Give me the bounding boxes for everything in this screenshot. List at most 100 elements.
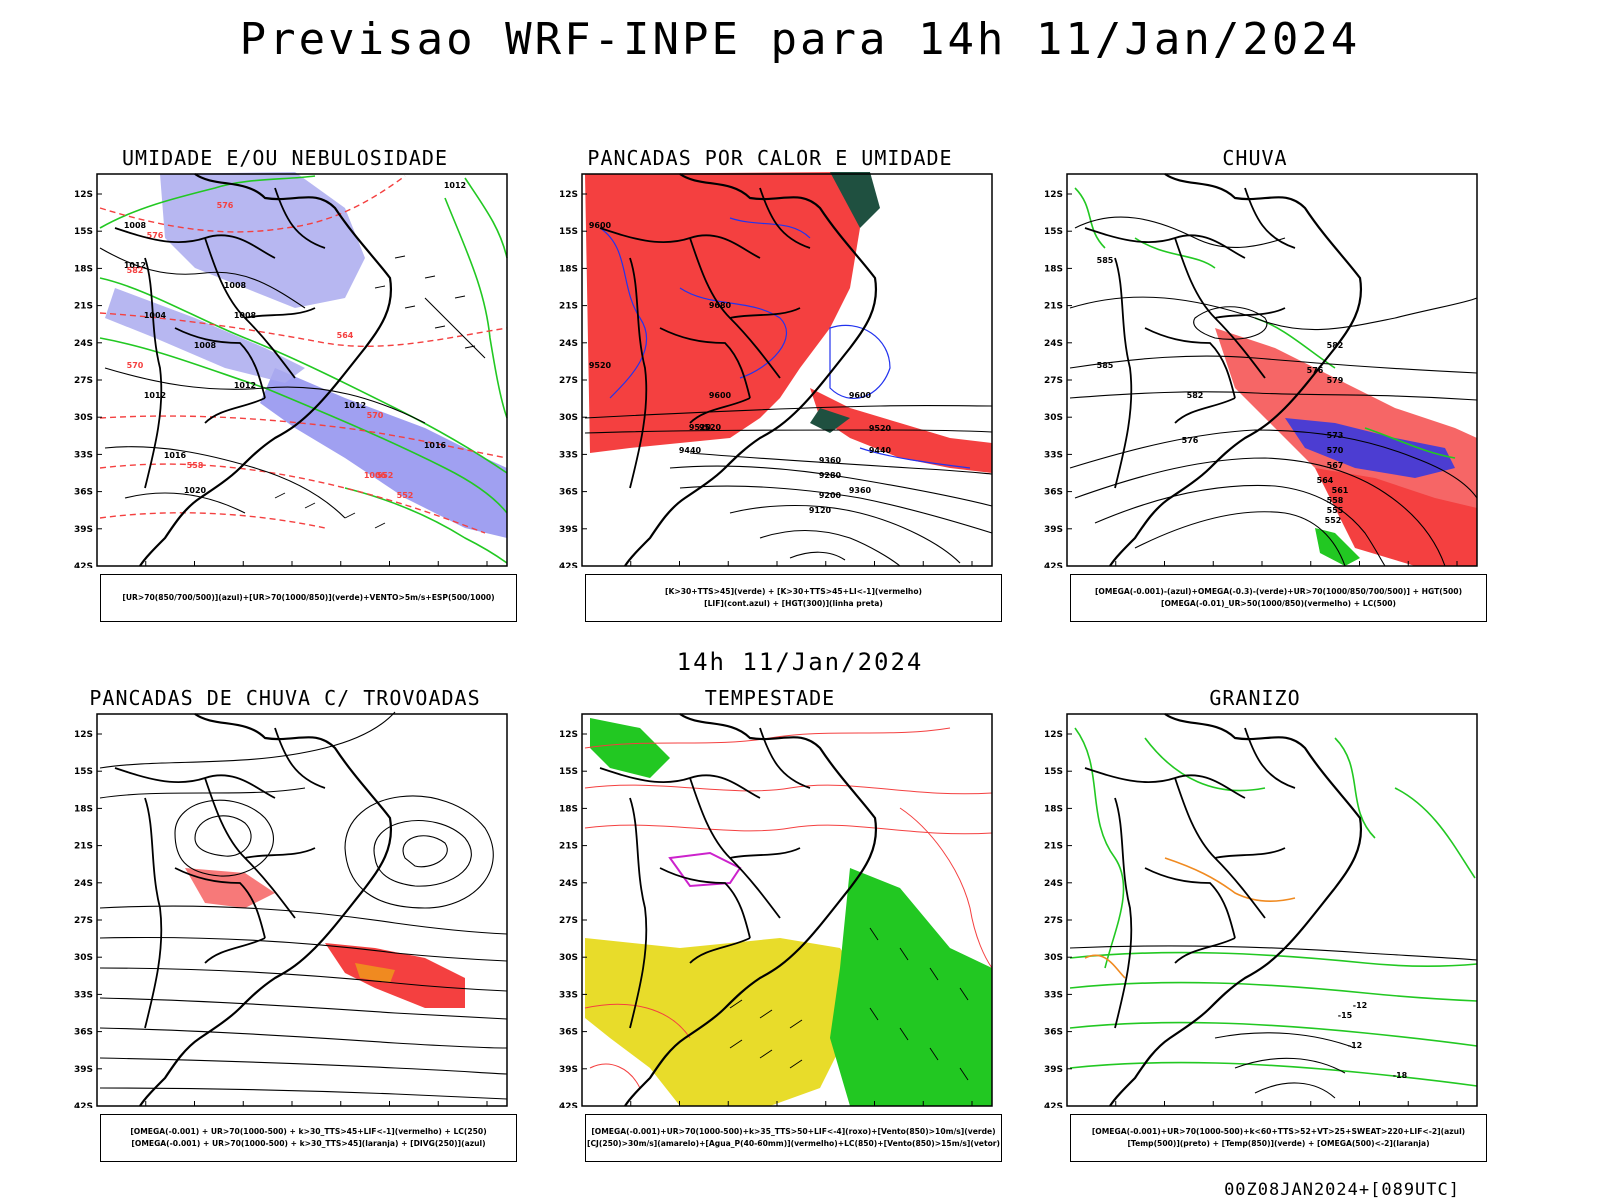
legend-line: [UR>70(850/700/500)](azul)+[UR>70(1000/8…	[122, 593, 495, 602]
contour-label: 9120	[809, 506, 832, 515]
country-border	[1214, 307, 1286, 319]
country-border	[174, 867, 266, 939]
contour-label: 570	[367, 411, 384, 420]
panel-umidade: UMIDADE E/OU NEBULOSIDADE	[45, 146, 525, 626]
contour-label: 576	[1307, 366, 1324, 375]
lat-tick-label: 18S	[1044, 264, 1063, 274]
country-border	[759, 187, 811, 249]
lat-tick-label: 30S	[559, 413, 578, 423]
legend-line: [OMEGA(-0.001)-(azul)+OMEGA(-0.3)-(verde…	[1094, 587, 1463, 596]
country-border	[144, 797, 163, 1029]
contour-label: -12	[1348, 1041, 1362, 1050]
contour-label: 9440	[869, 446, 892, 455]
lat-tick-label: 21S	[74, 302, 93, 312]
yellow-jet-area	[585, 938, 860, 1106]
contour-label: 1016	[164, 451, 187, 460]
map-granizo: -12 -12 -18 -15 12S 15S 18S 21S 24S 27S 30S 33S 36S…	[1044, 713, 1478, 1108]
lat-tick-label: 12S	[74, 190, 93, 200]
main-title: Previsao WRF-INPE para 14h 11/Jan/2024	[239, 14, 1361, 65]
country-border	[689, 937, 751, 964]
contour-label: 9520	[589, 361, 612, 370]
lat-tick-label: 27S	[1044, 376, 1063, 386]
country-border	[689, 397, 751, 424]
legend-line: [CJ(250)>30m/s](amarelo)+[Agua_P(40-60mm…	[586, 1139, 1001, 1148]
country-border	[274, 187, 326, 249]
lat-tick-label: 39S	[1044, 1065, 1063, 1075]
lat-tick-label: 39S	[559, 525, 578, 535]
blue-humidity-area	[160, 172, 365, 308]
map-frame	[581, 173, 993, 567]
contour-label: 576	[1182, 436, 1199, 445]
contour-label: 582	[1187, 391, 1204, 400]
country-border	[1244, 187, 1296, 249]
lat-tick-label: 12S	[1044, 730, 1063, 740]
contour-label: 1020	[184, 486, 207, 495]
map-pancadas-calor: 9600952096809600952094409360928092009120…	[559, 172, 993, 568]
lat-tick-label: 18S	[559, 264, 578, 274]
contour-label: 9600	[849, 391, 872, 400]
country-border	[1114, 257, 1133, 489]
contour-label: 9360	[849, 486, 872, 495]
contour-label: 582	[1327, 341, 1344, 350]
country-border	[629, 797, 648, 1029]
country-border	[689, 237, 781, 379]
coastline	[139, 173, 393, 567]
country-border	[659, 867, 751, 939]
green-wind-nw	[590, 718, 670, 778]
lat-tick-label: 24S	[1044, 339, 1063, 349]
purple-storm	[668, 851, 742, 888]
country-border	[1174, 777, 1266, 919]
contour-label: 552	[377, 471, 394, 480]
contour-label: 9360	[819, 456, 842, 465]
country-border	[659, 327, 751, 399]
contour-label: 1008	[224, 281, 247, 290]
middle-title: 14h 11/Jan/2024	[676, 648, 924, 676]
lat-tick-label: 15S	[1044, 227, 1063, 237]
contour-label: 564	[337, 331, 354, 340]
lat-tick-label: 30S	[74, 413, 93, 423]
lat-tick-label: 33S	[559, 990, 578, 1000]
country-border	[689, 777, 781, 919]
panel-chuva: CHUVA 585 585 582 582 579 576 576 573 570 567 564 5…	[1015, 146, 1495, 626]
contour-label: 9600	[709, 391, 732, 400]
legend-line: [OMEGA(-0.01)_UR>50(1000/850)(vermelho) …	[1161, 599, 1396, 608]
contour-label: 552	[1325, 516, 1342, 525]
lat-tick-label: 42S	[1044, 562, 1063, 568]
country-border	[1084, 227, 1246, 259]
lat-tick-label: 33S	[559, 450, 578, 460]
country-border	[204, 397, 266, 424]
lat-tick-label: 18S	[559, 804, 578, 814]
lat-tick-label: 24S	[74, 879, 93, 889]
contour-label: 9600	[589, 221, 612, 230]
dark-green-area	[830, 172, 880, 228]
country-border	[759, 727, 811, 789]
lat-tick-label: 24S	[1044, 879, 1063, 889]
lat-tick-label: 42S	[559, 1102, 578, 1108]
lat-tick-label: 30S	[559, 953, 578, 963]
lat-tick-label: 27S	[74, 376, 93, 386]
contour-label: 561	[1332, 486, 1349, 495]
panel-trovoadas: PANCADAS DE CHUVA C/ TROVOADAS 12S 15S 18S…	[45, 686, 525, 1166]
lat-tick-label: 21S	[1044, 842, 1063, 852]
lat-tick-label: 33S	[1044, 990, 1063, 1000]
map-frame	[96, 713, 508, 1107]
lat-tick-label: 18S	[74, 264, 93, 274]
lat-tick-label: 21S	[559, 842, 578, 852]
contour-label: 9440	[679, 446, 702, 455]
lat-tick-label: 18S	[74, 804, 93, 814]
run-info: 00Z08JAN2024+[089UTC]	[1224, 1180, 1460, 1200]
contour-label: 1016	[424, 441, 447, 450]
lat-tick-label: 42S	[1044, 1102, 1063, 1108]
legend-box: [K>30+TTS>45](verde) + [K>30+TTS>45+LI<-…	[585, 574, 1002, 622]
lat-tick-label: 42S	[74, 562, 93, 568]
panel-title: GRANIZO	[1209, 686, 1301, 710]
country-border	[244, 847, 316, 859]
lat-tick-label: 12S	[559, 730, 578, 740]
lat-tick-label: 24S	[559, 879, 578, 889]
green-wind-area	[830, 868, 992, 1106]
map-umidade: 1012 1008 1012 1008 1004 1008 1008 1012 1012 1016…	[74, 172, 508, 568]
green-rain-patch	[1315, 528, 1360, 566]
dark-green-coast	[810, 408, 850, 433]
lat-tick-label: 33S	[74, 450, 93, 460]
contour-label: 579	[1327, 376, 1344, 385]
